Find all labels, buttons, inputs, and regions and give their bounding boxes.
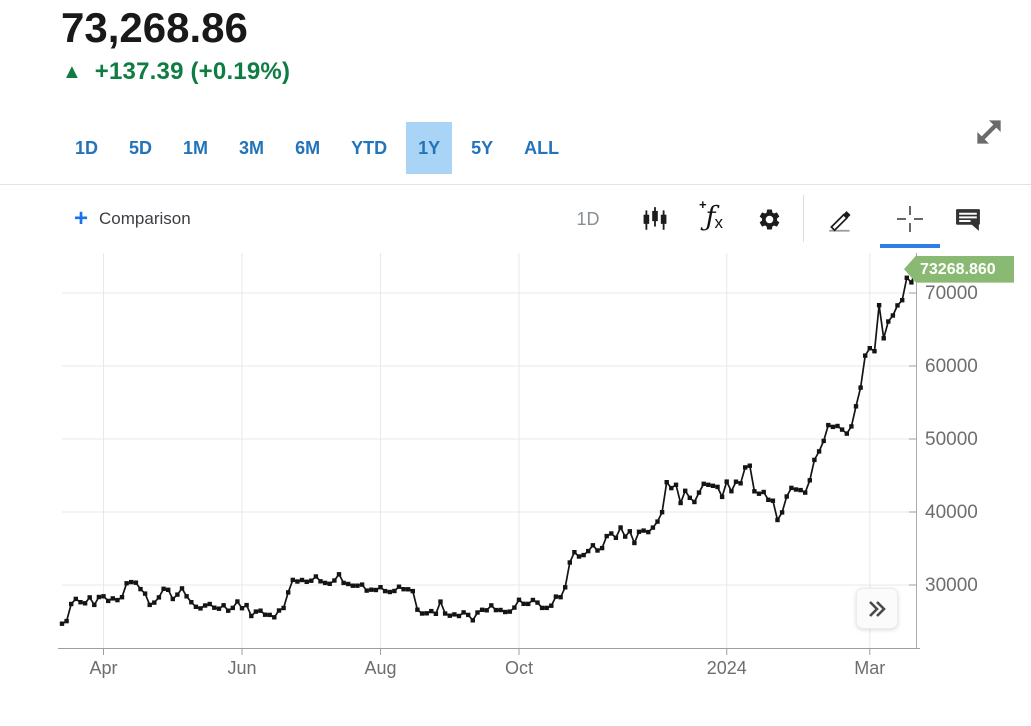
x-axis-label: 2024 bbox=[707, 658, 747, 678]
annotation-comment-icon bbox=[955, 208, 980, 231]
x-axis-label: Aug bbox=[365, 658, 397, 678]
range-tab-all[interactable]: ALL bbox=[524, 137, 560, 158]
settings-gear-icon bbox=[759, 209, 779, 229]
last-price-badge: 73268.860 bbox=[904, 255, 1014, 283]
add-comparison-button[interactable]: + Comparison bbox=[74, 190, 191, 248]
range-tab-3m[interactable]: 3M bbox=[239, 137, 265, 158]
draw-pencil-icon bbox=[829, 211, 851, 232]
y-axis-label: 60000 bbox=[925, 356, 978, 377]
double-chevron-right-icon bbox=[869, 600, 886, 617]
y-axis-label: 50000 bbox=[925, 429, 978, 450]
chart-toolbar: + Comparison 1D +ƒx bbox=[0, 190, 1031, 248]
header-divider bbox=[0, 184, 1031, 185]
draw-tool-button[interactable] bbox=[822, 190, 860, 248]
price-markers bbox=[59, 266, 919, 626]
range-tab-1d[interactable]: 1D bbox=[75, 137, 99, 158]
plus-icon: + bbox=[74, 205, 89, 232]
up-triangle-icon: ▲ bbox=[62, 61, 82, 83]
function-fx-icon: +ƒx bbox=[698, 197, 724, 233]
y-axis-label: 40000 bbox=[925, 502, 978, 523]
settings-button[interactable] bbox=[752, 190, 786, 248]
active-tool-underline bbox=[880, 244, 940, 248]
price-change-text: +137.39 (+0.19%) bbox=[94, 58, 291, 85]
last-price: 73,268.86 bbox=[61, 4, 248, 51]
range-tab-ytd[interactable]: YTD bbox=[351, 137, 388, 158]
toolbar-divider bbox=[803, 195, 804, 242]
interval-dropdown[interactable]: 1D bbox=[576, 208, 600, 229]
y-axis-label: 30000 bbox=[925, 575, 978, 596]
y-axis-label: 70000 bbox=[925, 283, 978, 304]
range-tab-6m[interactable]: 6M bbox=[295, 137, 321, 158]
chart-type-button[interactable] bbox=[638, 190, 672, 248]
annotations-button[interactable] bbox=[950, 190, 986, 248]
price-change: ▲ +137.39 (+0.19%) bbox=[62, 58, 290, 86]
x-axis-label: Oct bbox=[505, 658, 533, 678]
x-axis-label: Apr bbox=[89, 658, 117, 678]
range-tab-5d[interactable]: 5D bbox=[129, 137, 153, 158]
range-tab-5y[interactable]: 5Y bbox=[471, 137, 494, 158]
x-axis-label: Jun bbox=[228, 658, 257, 678]
expand-axis-panel-button[interactable] bbox=[856, 588, 898, 629]
indicators-fx-button[interactable]: +ƒx bbox=[690, 190, 732, 248]
comparison-label: Comparison bbox=[99, 209, 191, 228]
candlestick-chart-icon bbox=[643, 207, 667, 230]
chart-plot-area[interactable] bbox=[58, 250, 920, 650]
fullscreen-expand-button[interactable] bbox=[971, 114, 1007, 150]
crosshair-icon bbox=[897, 206, 923, 232]
fullscreen-diagonal-arrows-icon bbox=[977, 120, 1001, 144]
crosshair-tool-button[interactable] bbox=[878, 190, 942, 248]
range-tabs: 1D 5D 1M 3M 6M YTD 1Y 5Y ALL bbox=[63, 122, 571, 174]
range-tab-1y[interactable]: 1Y bbox=[406, 122, 453, 174]
range-tab-1m[interactable]: 1M bbox=[183, 137, 209, 158]
x-axis-label: Mar bbox=[854, 658, 885, 678]
